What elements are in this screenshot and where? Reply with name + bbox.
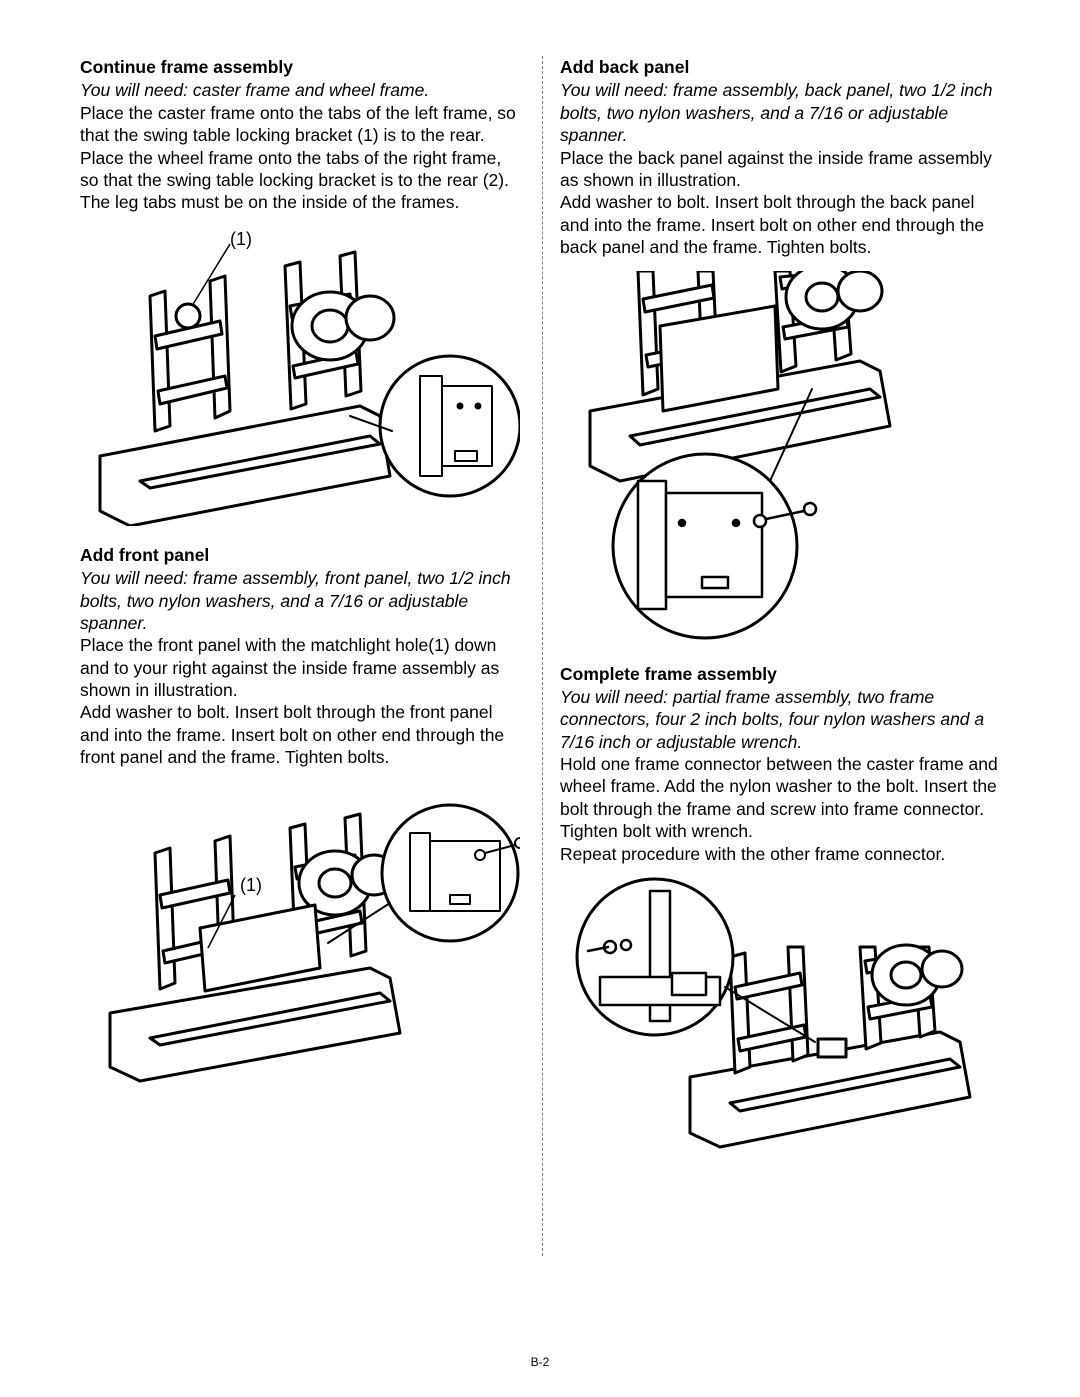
illustration-complete-frame <box>560 877 1000 1167</box>
illustration-add-back-panel <box>560 271 1000 641</box>
heading: Add front panel <box>80 544 520 566</box>
illustration-continue-frame: (1) <box>80 226 520 526</box>
you-will-need: You will need: frame assembly, back pane… <box>560 79 1000 146</box>
section-complete-frame: Complete frame assembly You will need: p… <box>560 663 1000 866</box>
column-divider <box>542 56 543 1256</box>
body-text: Add washer to bolt. Insert bolt through … <box>560 191 1000 258</box>
you-will-need: You will need: frame assembly, front pan… <box>80 567 520 634</box>
page-number: B-2 <box>0 1355 1080 1369</box>
section-add-front-panel: Add front panel You will need: frame ass… <box>80 544 520 769</box>
heading: Complete frame assembly <box>560 663 1000 685</box>
section-continue-frame: Continue frame assembly You will need: c… <box>80 56 520 214</box>
body-text: Place the back panel against the inside … <box>560 147 1000 192</box>
you-will-need: You will need: caster frame and wheel fr… <box>80 79 520 101</box>
body-text: Hold one frame connector between the cas… <box>560 753 1000 843</box>
body-text: Place the front panel with the matchligh… <box>80 634 520 701</box>
callout-1: (1) <box>230 229 252 249</box>
left-column: Continue frame assembly You will need: c… <box>80 56 540 1306</box>
heading: Continue frame assembly <box>80 56 520 78</box>
illustration-add-front-panel: (1) <box>80 783 520 1083</box>
body-text: Add washer to bolt. Insert bolt through … <box>80 701 520 768</box>
body-text: Repeat procedure with the other frame co… <box>560 843 1000 865</box>
section-add-back-panel: Add back panel You will need: frame asse… <box>560 56 1000 259</box>
heading: Add back panel <box>560 56 1000 78</box>
page-columns: Continue frame assembly You will need: c… <box>80 56 1002 1306</box>
callout-1: (1) <box>240 875 262 895</box>
you-will-need: You will need: partial frame assembly, t… <box>560 686 1000 753</box>
body-text: Place the caster frame onto the tabs of … <box>80 102 520 214</box>
right-column: Add back panel You will need: frame asse… <box>540 56 1000 1306</box>
